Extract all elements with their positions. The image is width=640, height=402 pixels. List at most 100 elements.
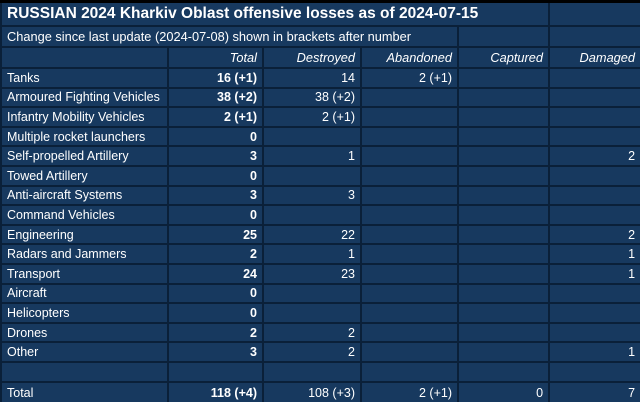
cell-damaged: 2: [548, 145, 640, 167]
cell-damaged: [548, 106, 640, 128]
table-row: Tanks 16 (+1) 14 2 (+1): [0, 67, 640, 89]
total-row: Total 118 (+4) 108 (+3) 2 (+1) 0 7: [0, 380, 640, 402]
cell-destroyed: 2 (+1): [262, 106, 362, 128]
row-label: Multiple rocket launchers: [0, 125, 169, 148]
cell-captured: [456, 164, 551, 187]
cell-damaged: 1: [548, 262, 640, 285]
cell-destroyed: [262, 204, 362, 226]
cell-abandoned: [360, 145, 459, 167]
table-row: Infantry Mobility Vehicles 2 (+1) 2 (+1): [0, 106, 640, 128]
column-header-row: Total Destroyed Abandoned Captured Damag…: [0, 46, 640, 69]
cell-total: 0: [167, 164, 264, 187]
cell-destroyed: 1: [262, 243, 362, 265]
subtitle-row-empty-cell: [456, 25, 551, 48]
cell-abandoned: [360, 164, 459, 187]
cell-damaged: 7: [548, 380, 640, 402]
cell-total: [167, 360, 264, 383]
cell-captured: [456, 204, 551, 226]
table-row: Armoured Fighting Vehicles 38 (+2) 38 (+2): [0, 86, 640, 109]
cell-damaged: 2: [548, 223, 640, 246]
cell-total: 0: [167, 282, 264, 305]
cell-total: 25: [167, 223, 264, 246]
cell-abandoned: [360, 86, 459, 109]
cell-total: 3: [167, 145, 264, 167]
row-label: Towed Artillery: [0, 164, 169, 187]
cell-damaged: [548, 282, 640, 305]
cell-abandoned: [360, 243, 459, 265]
cell-abandoned: 2 (+1): [360, 67, 459, 89]
cell-damaged: [548, 164, 640, 187]
cell-total: 2: [167, 243, 264, 265]
cell-abandoned: [360, 302, 459, 324]
cell-destroyed: 1: [262, 145, 362, 167]
row-label: Other: [0, 341, 169, 363]
row-label: Drones: [0, 321, 169, 344]
table-row: Multiple rocket launchers 0: [0, 125, 640, 148]
cell-captured: [456, 243, 551, 265]
cell-destroyed: 23: [262, 262, 362, 285]
cell-abandoned: [360, 125, 459, 148]
table-row: Drones 2 2: [0, 321, 640, 344]
cell-abandoned: [360, 360, 459, 383]
cell-damaged: 1: [548, 243, 640, 265]
column-header-total: Total: [167, 46, 264, 69]
cell-total: 0: [167, 125, 264, 148]
row-label: Aircraft: [0, 282, 169, 305]
column-header-damaged: Damaged: [548, 46, 640, 69]
cell-destroyed: 14: [262, 67, 362, 89]
table-row: Engineering 25 22 2: [0, 223, 640, 246]
row-label: Engineering: [0, 223, 169, 246]
row-label: Tanks: [0, 67, 169, 89]
cell-total: 118 (+4): [167, 380, 264, 402]
spacer-row: [0, 360, 640, 383]
cell-total: 38 (+2): [167, 86, 264, 109]
cell-damaged: [548, 321, 640, 344]
cell-abandoned: [360, 204, 459, 226]
column-header-destroyed: Destroyed: [262, 46, 362, 69]
column-header-blank: [0, 46, 169, 69]
cell-captured: [456, 86, 551, 109]
cell-captured: [456, 125, 551, 148]
row-label: Armoured Fighting Vehicles: [0, 86, 169, 109]
table-subtitle: Change since last update (2024-07-08) sh…: [0, 25, 459, 48]
cell-damaged: [548, 302, 640, 324]
cell-total: 2 (+1): [167, 106, 264, 128]
cell-abandoned: [360, 223, 459, 246]
row-label: Infantry Mobility Vehicles: [0, 106, 169, 128]
cell-destroyed: 38 (+2): [262, 86, 362, 109]
cell-destroyed: [262, 164, 362, 187]
cell-total: 2: [167, 321, 264, 344]
row-label: Total: [0, 380, 169, 402]
row-label: Anti-aircraft Systems: [0, 184, 169, 207]
cell-captured: 0: [456, 380, 551, 402]
cell-captured: [456, 321, 551, 344]
cell-damaged: [548, 204, 640, 226]
row-label: [0, 360, 169, 383]
cell-destroyed: 22: [262, 223, 362, 246]
cell-total: 0: [167, 204, 264, 226]
column-header-abandoned: Abandoned: [360, 46, 459, 69]
cell-total: 3: [167, 184, 264, 207]
cell-captured: [456, 106, 551, 128]
cell-destroyed: 108 (+3): [262, 380, 362, 402]
cell-destroyed: [262, 125, 362, 148]
cell-destroyed: [262, 302, 362, 324]
table-row: Command Vehicles 0: [0, 204, 640, 226]
table-row: Helicopters 0: [0, 302, 640, 324]
row-label: Self-propelled Artillery: [0, 145, 169, 167]
cell-captured: [456, 282, 551, 305]
cell-damaged: 1: [548, 341, 640, 363]
cell-abandoned: [360, 184, 459, 207]
row-label: Radars and Jammers: [0, 243, 169, 265]
cell-captured: [456, 262, 551, 285]
cell-captured: [456, 223, 551, 246]
cell-destroyed: [262, 360, 362, 383]
cell-damaged: [548, 184, 640, 207]
row-label: Command Vehicles: [0, 204, 169, 226]
cell-damaged: [548, 125, 640, 148]
cell-total: 16 (+1): [167, 67, 264, 89]
table-row: Towed Artillery 0: [0, 164, 640, 187]
cell-destroyed: 2: [262, 341, 362, 363]
subtitle-row: Change since last update (2024-07-08) sh…: [0, 25, 640, 48]
